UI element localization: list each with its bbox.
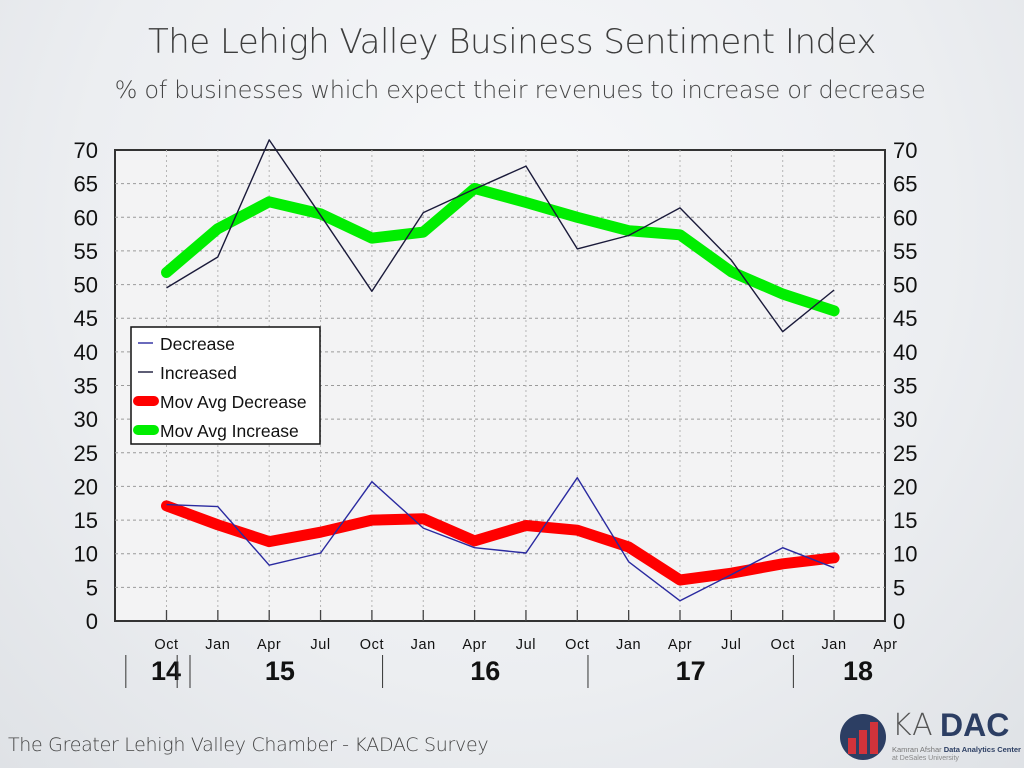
legend-label: Increased <box>160 363 237 383</box>
x-tick-label: Apr <box>873 637 897 653</box>
year-label: 14 <box>151 656 181 686</box>
year-label: 17 <box>676 656 706 686</box>
y-tick-label-left: 15 <box>74 508 98 533</box>
y-tick-label-left: 10 <box>74 542 98 567</box>
slide-subtitle: % of businesses which expect their reven… <box>114 76 926 104</box>
x-tick-label: Jan <box>616 637 641 653</box>
y-tick-label-right: 0 <box>893 609 905 634</box>
y-tick-label-right: 10 <box>893 542 917 567</box>
y-tick-label-right: 20 <box>893 474 917 499</box>
logo-dac: DAC <box>940 707 1010 743</box>
y-tick-label-left: 55 <box>74 239 98 264</box>
year-label: 15 <box>265 656 295 686</box>
y-axis-right: 0 5 10 15 20 25 30 35 40 45 50 55 60 65 70 <box>893 138 917 634</box>
x-tick-label: Jul <box>310 637 330 653</box>
y-tick-label-left: 65 <box>74 172 98 197</box>
legend-label: Mov Avg Decrease <box>160 392 307 412</box>
x-tick-label: Oct <box>360 637 384 653</box>
kadac-logo: KA DAC Kamran Afshar Data Analytics Cent… <box>840 707 1021 766</box>
logo-line1-bold: Data Analytics Center <box>943 745 1021 754</box>
legend: Decrease Increased Mov Avg Decrease Mov Avg… <box>130 326 321 445</box>
series-mov-avg-increase <box>161 182 840 317</box>
x-tick-label: Jul <box>516 637 536 653</box>
y-tick-label-right: 65 <box>893 172 917 197</box>
x-axis: Oct Jan Apr Jul Oct Jan Apr Jul Oct Jan Apr Jul Oct J… <box>125 610 897 688</box>
y-tick-label-left: 20 <box>74 474 98 499</box>
series-increased <box>166 139 835 333</box>
y-tick-label-right: 5 <box>893 575 905 600</box>
x-tick-label: Oct <box>154 637 178 653</box>
legend-box <box>130 326 321 445</box>
series-decrease <box>166 477 835 602</box>
y-tick-label-right: 15 <box>893 508 917 533</box>
y-tick-label-right: 70 <box>893 138 917 163</box>
legend-label: Mov Avg Increase <box>160 421 299 441</box>
x-tick-label: Oct <box>771 637 795 653</box>
logo-ka: KA <box>892 708 934 743</box>
logo-line1-prefix: Kamran Afshar <box>892 745 944 754</box>
x-tick-label: Oct <box>565 637 589 653</box>
y-tick-label-left: 5 <box>86 575 98 600</box>
y-tick-label-right: 40 <box>893 340 917 365</box>
y-tick-label-right: 60 <box>893 205 917 230</box>
slide-title: The Lehigh Valley Business Sentiment Ind… <box>147 22 877 62</box>
y-tick-label-left: 60 <box>74 205 98 230</box>
sentiment-chart: 0 5 10 15 20 25 30 35 40 45 50 55 60 65 70 0 5 10 15 20 25 3… <box>74 138 917 688</box>
y-tick-label-left: 35 <box>74 374 98 399</box>
x-tick-label: Apr <box>462 637 486 653</box>
y-tick-label-left: 30 <box>74 407 98 432</box>
footer-source: The Greater Lehigh Valley Chamber - KADA… <box>8 734 489 756</box>
logo-line1: Kamran Afshar Data Analytics Center <box>892 745 1021 754</box>
series-group <box>161 139 840 602</box>
y-tick-label-left: 50 <box>74 273 98 298</box>
y-tick-label-left: 0 <box>86 609 98 634</box>
year-label: 18 <box>843 656 873 686</box>
logo-line2: at DeSales University <box>892 755 959 762</box>
y-tick-label-left: 40 <box>74 340 98 365</box>
logo-bars-icon <box>840 714 886 760</box>
y-tick-label-right: 45 <box>893 306 917 331</box>
x-tick-label: Jan <box>411 637 436 653</box>
y-axis-left: 0 5 10 15 20 25 30 35 40 45 50 55 60 65 70 <box>74 138 98 634</box>
x-tick-label: Jan <box>205 637 230 653</box>
y-tick-label-left: 25 <box>74 441 98 466</box>
y-tick-label-right: 35 <box>893 374 917 399</box>
x-tick-label: Jan <box>821 637 846 653</box>
y-tick-label-right: 25 <box>893 441 917 466</box>
year-label: 16 <box>470 656 500 686</box>
legend-label: Decrease <box>160 334 235 354</box>
y-tick-label-right: 55 <box>893 239 917 264</box>
y-tick-label-left: 45 <box>74 306 98 331</box>
y-tick-label-right: 30 <box>893 407 917 432</box>
y-tick-label-right: 50 <box>893 273 917 298</box>
y-tick-label-left: 70 <box>74 138 98 163</box>
x-tick-label: Apr <box>257 637 281 653</box>
x-tick-label: Apr <box>668 637 692 653</box>
x-tick-label: Jul <box>721 637 741 653</box>
series-mov-avg-decrease <box>161 500 840 586</box>
